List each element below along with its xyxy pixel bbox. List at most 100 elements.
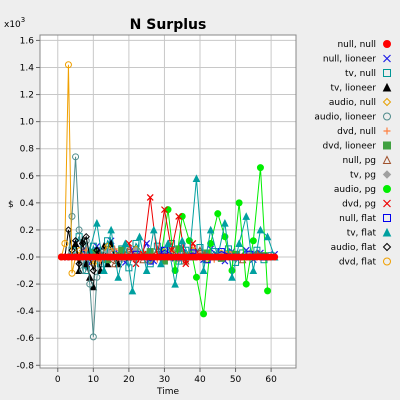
y-tick-label: -0.6 (16, 334, 34, 344)
data-point (242, 212, 251, 220)
y-tick-label: 1.4 (20, 63, 35, 73)
data-point (68, 269, 76, 277)
data-point (214, 210, 222, 218)
y-tick-label: 1.6 (20, 36, 35, 46)
data-point (68, 212, 76, 220)
legend-marker (383, 69, 391, 77)
data-point (86, 280, 94, 288)
legend-marker (383, 214, 391, 222)
legend-label: dvd, lioneer (323, 142, 377, 152)
data-point (171, 279, 179, 288)
x-axis-label: Time (156, 387, 179, 397)
data-point (75, 260, 83, 268)
data-point (175, 212, 183, 220)
data-point (149, 225, 158, 234)
data-point (103, 259, 112, 268)
data-point (206, 225, 215, 234)
series-line (67, 156, 105, 337)
x-tick-label: 0 (55, 375, 61, 385)
legend-label: null, pg (342, 156, 376, 166)
data-point (93, 273, 101, 281)
x-tick-label: 20 (123, 375, 135, 385)
data-point (72, 153, 80, 161)
legend-marker (383, 40, 391, 48)
y-tick-label: -0.4 (16, 307, 34, 317)
plot-background (40, 35, 296, 368)
y-tick-label: -0.0 (16, 253, 34, 263)
data-point (75, 226, 83, 234)
y-tick-label: 0.8 (20, 145, 35, 155)
legend-marker (383, 127, 391, 135)
x-tick-label: 10 (88, 375, 100, 385)
data-point (161, 206, 168, 214)
legend-marker (382, 155, 392, 164)
series-13 (85, 174, 279, 295)
x-tick-label: 50 (230, 375, 242, 385)
y-axis-label: $ (8, 200, 14, 210)
legend-marker (382, 242, 392, 252)
data-point (118, 246, 126, 254)
y-tick-label: 0.4 (20, 199, 35, 209)
data-point (256, 164, 264, 172)
data-point (192, 273, 200, 281)
data-point (235, 199, 243, 207)
legend-marker (383, 54, 391, 63)
data-point (89, 333, 97, 341)
data-point (82, 267, 90, 275)
legend-label: null, null (337, 40, 376, 50)
data-point (249, 266, 258, 275)
data-point (121, 239, 130, 247)
x-tick-label: 40 (194, 375, 206, 385)
data-point (89, 266, 98, 275)
data-point (200, 310, 208, 318)
data-point (71, 237, 80, 245)
data-point (271, 253, 279, 261)
chart-title: N Surplus (130, 17, 207, 33)
legend-label: null, lioneer (323, 55, 376, 65)
data-point (228, 273, 236, 281)
legend-marker (383, 257, 391, 266)
data-point (128, 286, 137, 295)
series-layer (57, 61, 279, 341)
data-point (199, 266, 208, 275)
data-point (242, 280, 250, 288)
plot-frame (39, 34, 297, 369)
data-point (178, 236, 187, 245)
data-point (164, 239, 172, 247)
legend-marker (382, 97, 392, 107)
data-point (264, 287, 272, 295)
data-point (135, 232, 144, 241)
series-line (64, 229, 101, 271)
legend-label: audio, null (329, 98, 376, 108)
legend-label: audio, pg (334, 185, 376, 195)
legend-label: audio, lioneer (314, 113, 376, 123)
y-tick-label: -0.2 (16, 280, 34, 290)
series-line (160, 167, 269, 314)
data-point (61, 239, 69, 247)
legend-label: tv, pg (350, 171, 376, 181)
grid (40, 35, 296, 368)
legend-label: tv, lioneer (330, 84, 376, 94)
y-tick-label: 0.6 (20, 172, 35, 182)
legend-marker (383, 185, 391, 193)
data-point (79, 267, 87, 275)
legend-label: dvd, flat (339, 258, 377, 268)
x-tick-label: 30 (159, 375, 171, 385)
data-point (221, 219, 229, 227)
data-point (142, 266, 151, 275)
data-point (82, 232, 90, 241)
legend-label: null, flat (339, 214, 376, 224)
data-point (157, 259, 165, 268)
data-point (78, 239, 87, 248)
data-point (207, 239, 215, 247)
legend-marker (382, 227, 392, 237)
data-point (93, 246, 101, 254)
legend-label: audio, flat (331, 243, 377, 253)
legend-marker (383, 199, 391, 208)
y-tick-label: 1.2 (20, 91, 34, 101)
plot-area (39, 34, 297, 369)
y-tick-label: 0.2 (20, 226, 34, 236)
legend-marker (383, 112, 391, 121)
legend-label: tv, null (345, 69, 376, 79)
